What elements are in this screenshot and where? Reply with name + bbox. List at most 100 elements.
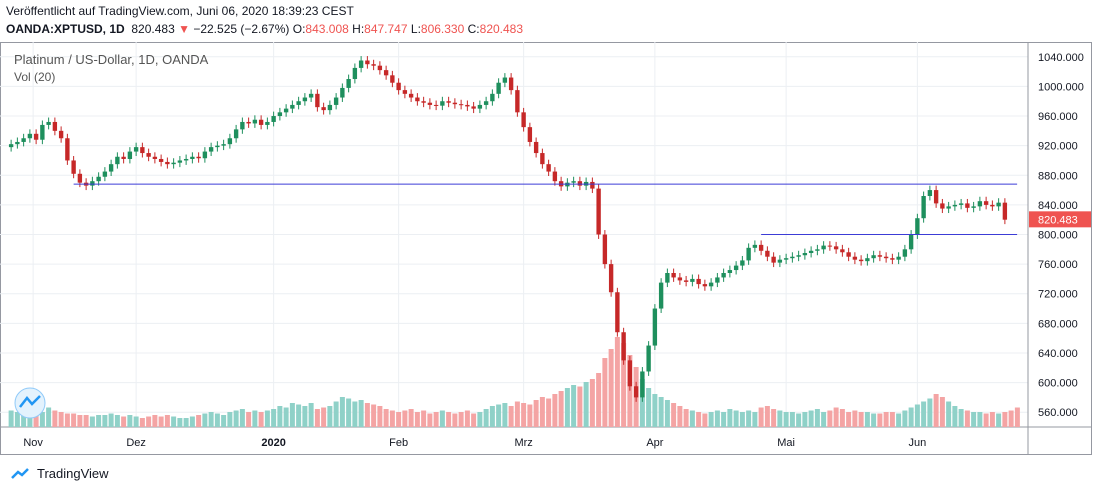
candle-body	[621, 332, 626, 361]
volume-bar	[396, 412, 402, 427]
volume-bar	[852, 410, 858, 427]
volume-bar	[1008, 410, 1014, 427]
volume-bar	[96, 415, 102, 427]
volume-bar	[696, 412, 702, 427]
c-label: C:	[467, 22, 480, 36]
symbol-ohlc-line: OANDA:XPTUSD, 1D 820.483 ▼ −22.525 (−2.6…	[6, 22, 523, 36]
candle-body	[327, 104, 333, 111]
volume-bar	[58, 412, 64, 427]
volume-bar	[258, 412, 264, 427]
candle-body	[590, 181, 595, 189]
volume-bar	[821, 412, 827, 427]
candle-body	[540, 153, 545, 165]
volume-bar	[608, 349, 614, 427]
footer-brand[interactable]: TradingView	[10, 466, 109, 481]
volume-bar	[808, 410, 814, 427]
x-tick-label: Nov	[23, 437, 43, 449]
volume-bar	[139, 418, 145, 427]
published-note: Veröffentlicht auf TradingView.com, Juni…	[6, 4, 354, 18]
volume-bar	[483, 409, 489, 427]
volume-bar	[864, 412, 870, 427]
candle-body	[402, 90, 408, 94]
volume-bar	[833, 407, 839, 427]
volume-bar	[402, 410, 408, 427]
y-tick-label: 720.000	[1038, 289, 1078, 301]
candle-body	[221, 144, 226, 146]
volume-bar	[639, 379, 645, 427]
candle-body	[915, 218, 920, 235]
volume-bar	[702, 413, 708, 427]
volume-bar	[346, 398, 352, 427]
volume-bar	[496, 404, 502, 427]
candle-body	[571, 181, 576, 183]
volume-bar	[758, 407, 764, 427]
volume-bar	[83, 415, 89, 427]
volume-bar	[514, 401, 520, 427]
candle-body	[258, 119, 264, 125]
candle-body	[940, 203, 945, 209]
candle-body	[908, 234, 914, 250]
candle-body	[90, 181, 95, 186]
volume-bar	[527, 404, 533, 427]
candle-body	[608, 264, 614, 293]
volume-bar	[783, 412, 789, 427]
candle-body	[8, 144, 14, 148]
candle-body	[671, 273, 676, 278]
volume-bar	[546, 398, 552, 427]
candle-body	[883, 256, 889, 259]
candle-body	[477, 104, 483, 109]
volume-bar	[614, 337, 620, 427]
candle-body	[521, 112, 526, 128]
candle-body	[377, 65, 383, 71]
y-tick-label: 760.000	[1038, 259, 1078, 271]
candle-body	[990, 204, 995, 207]
volume-bar	[889, 412, 895, 427]
volume-bar	[571, 385, 577, 427]
close-value: 820.483	[479, 22, 524, 36]
volume-bar	[658, 397, 664, 427]
volume-bar	[746, 410, 752, 427]
volume-bar	[327, 406, 333, 427]
candle-body	[77, 173, 83, 183]
candle-body	[15, 141, 20, 145]
candle-body	[715, 277, 720, 283]
candle-body	[758, 244, 764, 251]
high-value: 847.747	[364, 22, 408, 36]
candle-body	[471, 106, 476, 109]
volume-bar	[33, 410, 39, 427]
candle-body	[40, 124, 45, 140]
volume-bar	[21, 413, 27, 427]
candle-body	[858, 259, 864, 262]
candle-body	[171, 162, 176, 165]
chart-frame[interactable]	[0, 42, 1092, 455]
volume-bar	[114, 415, 120, 427]
volume-bar	[508, 406, 514, 427]
candle-body	[227, 138, 233, 145]
volume-bar	[739, 412, 745, 427]
volume-bar	[333, 401, 339, 427]
candle-body	[852, 256, 858, 260]
volume-bar	[289, 403, 295, 427]
candle-body	[396, 82, 401, 91]
volume-bar	[877, 413, 883, 427]
candle-body	[277, 112, 283, 117]
volume-bar	[533, 400, 539, 427]
candle-body	[365, 60, 370, 65]
candle-body	[71, 160, 76, 174]
volume-bar	[39, 412, 45, 427]
volume-bar	[8, 410, 14, 427]
candle-body	[265, 121, 270, 125]
candle-body	[633, 386, 639, 398]
volume-legend: Vol (20)	[14, 70, 56, 84]
candle-body	[458, 104, 464, 106]
candle-body	[233, 129, 239, 139]
candle-body	[890, 258, 895, 260]
volume-bar	[196, 415, 202, 427]
candle-body	[771, 256, 776, 263]
candle-body	[427, 102, 433, 105]
volume-bar	[964, 410, 970, 427]
x-tick-label: Dez	[126, 437, 146, 449]
volume-bar	[171, 416, 177, 427]
candle-body	[708, 282, 714, 287]
